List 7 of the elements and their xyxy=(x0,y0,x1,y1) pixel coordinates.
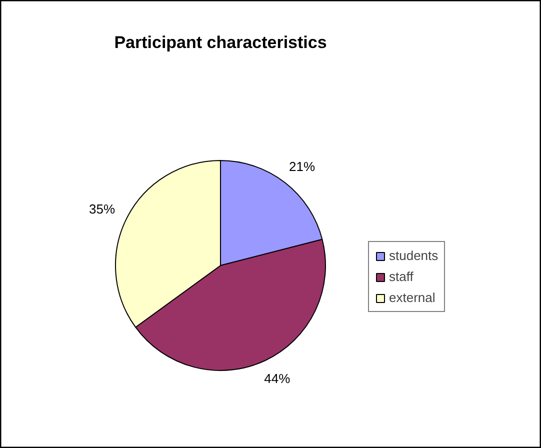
data-label: 35% xyxy=(88,201,116,216)
chart-title: Participant characteristics xyxy=(114,33,327,52)
data-label: 21% xyxy=(289,159,316,174)
legend-label: students xyxy=(389,248,438,263)
data-label: 44% xyxy=(264,371,291,386)
legend-label: external xyxy=(389,290,436,305)
legend-label: staff xyxy=(389,269,414,284)
